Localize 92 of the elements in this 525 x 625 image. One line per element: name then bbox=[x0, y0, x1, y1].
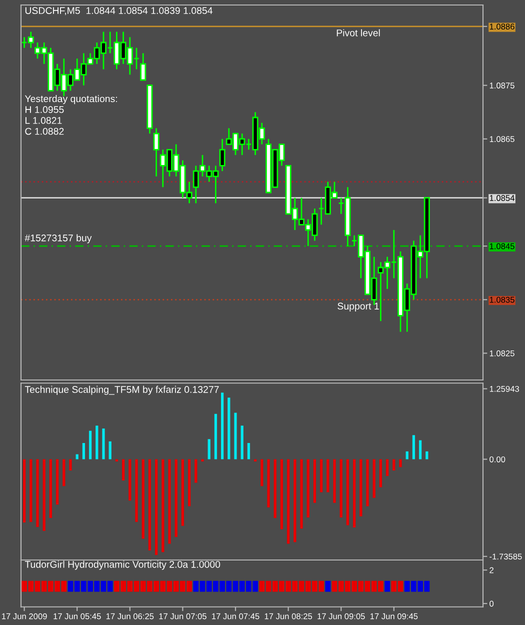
bar bbox=[142, 459, 144, 539]
bar bbox=[148, 459, 152, 550]
bar bbox=[228, 398, 230, 460]
y-tick-label: 2 bbox=[490, 567, 494, 574]
y-tick-label: 1.0845 bbox=[490, 243, 514, 250]
bar bbox=[352, 459, 356, 528]
chart-title: USDCHF,M5 1.0844 1.0854 1.0839 1.0854 bbox=[25, 7, 212, 16]
bar bbox=[313, 459, 316, 503]
bar bbox=[320, 459, 323, 492]
bar bbox=[76, 454, 78, 460]
bar bbox=[333, 459, 336, 503]
bar bbox=[88, 430, 92, 460]
bar bbox=[300, 459, 303, 529]
x-tick-label: 17 Jun 09:45 bbox=[370, 613, 418, 620]
annotation: C 1.0882 bbox=[25, 128, 64, 135]
bar bbox=[69, 459, 72, 470]
y-tick-label: 1.0854 bbox=[490, 195, 514, 201]
bar bbox=[247, 443, 250, 460]
bar bbox=[108, 441, 112, 460]
bar bbox=[22, 459, 26, 522]
y-tick-label: -1.73585 bbox=[490, 554, 522, 560]
bar bbox=[267, 459, 270, 508]
bar bbox=[274, 459, 276, 518]
annotation: L 1.0821 bbox=[25, 117, 62, 124]
bar bbox=[49, 459, 52, 518]
bar bbox=[62, 459, 66, 486]
bar bbox=[306, 459, 310, 518]
bar bbox=[30, 459, 32, 522]
bar bbox=[372, 459, 376, 498]
y-tick-label: 0 bbox=[490, 600, 494, 607]
bar bbox=[406, 451, 408, 460]
bar bbox=[340, 459, 342, 518]
y-tick-label: 1.0875 bbox=[490, 82, 514, 88]
y-tick-label: 0.00 bbox=[490, 456, 506, 462]
ref-line-label: #15273157 buy bbox=[24, 234, 92, 244]
bar bbox=[162, 459, 164, 552]
bar bbox=[392, 459, 396, 470]
bar bbox=[174, 459, 178, 538]
y-tick-label: 1.0835 bbox=[490, 296, 514, 303]
chart-title: TudorGirl Hydrodynamic Vorticity 2.0a 1.0000 bbox=[24, 560, 220, 570]
bar bbox=[326, 459, 330, 492]
bar bbox=[234, 412, 237, 460]
bar bbox=[194, 459, 198, 483]
candlestick bbox=[153, 128, 160, 178]
candlestick bbox=[140, 52, 146, 81]
bar bbox=[82, 443, 86, 460]
bar bbox=[168, 459, 171, 544]
bar bbox=[128, 459, 132, 501]
bar bbox=[412, 435, 416, 460]
bar bbox=[102, 428, 105, 460]
ref-line-label: Support 1 bbox=[338, 302, 379, 312]
x-tick-label: 17 Jun 09:05 bbox=[318, 613, 365, 620]
candlestick bbox=[219, 138, 226, 172]
y-tick-label: 1.0865 bbox=[490, 136, 514, 142]
bar bbox=[122, 459, 125, 481]
y-tick-label: 1.25943 bbox=[490, 386, 520, 392]
bar bbox=[135, 459, 138, 522]
bar bbox=[36, 459, 39, 527]
bar bbox=[426, 451, 428, 460]
bar bbox=[260, 459, 264, 486]
bar bbox=[220, 392, 224, 460]
y-tick-label: 1.0825 bbox=[490, 350, 514, 356]
bar bbox=[96, 426, 98, 460]
y-tick-label: 1.0886 bbox=[490, 24, 514, 30]
bar bbox=[399, 459, 402, 468]
x-tick-label: 17 Jun 2009 bbox=[2, 613, 47, 620]
bar bbox=[286, 459, 290, 544]
ref-line-label: Pivot level bbox=[336, 29, 380, 36]
bar bbox=[379, 459, 382, 488]
bar bbox=[188, 459, 191, 506]
bar bbox=[42, 459, 46, 531]
x-tick-label: 17 Jun 07:05 bbox=[159, 613, 206, 620]
chart-title: Technique Scalping_TF5M by fxfariz 0.13277 bbox=[24, 386, 219, 395]
bar bbox=[280, 459, 284, 530]
bar bbox=[154, 459, 158, 555]
bar bbox=[240, 426, 244, 460]
x-tick-label: 17 Jun 06:25 bbox=[106, 613, 154, 620]
x-tick-label: 17 Jun 05:45 bbox=[54, 613, 101, 620]
annotation: H 1.0955 bbox=[25, 106, 64, 114]
bar bbox=[346, 459, 350, 526]
bar bbox=[366, 459, 369, 506]
bar bbox=[418, 440, 422, 460]
bar bbox=[360, 459, 362, 516]
x-tick-label: 17 Jun 08:25 bbox=[264, 613, 312, 620]
bar bbox=[56, 459, 59, 505]
bar bbox=[208, 439, 210, 460]
bar bbox=[181, 459, 184, 526]
bar bbox=[214, 414, 218, 460]
bar bbox=[386, 459, 389, 476]
x-tick-label: 17 Jun 07:45 bbox=[212, 613, 260, 620]
bar bbox=[294, 459, 296, 542]
annotation: Yesterday quotations: bbox=[24, 95, 117, 104]
